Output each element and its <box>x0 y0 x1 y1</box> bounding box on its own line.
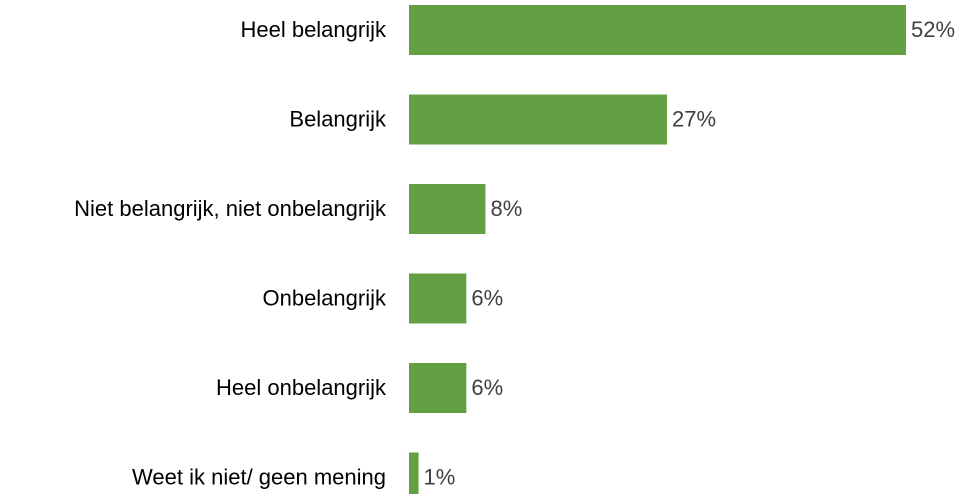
category-label: Belangrijk <box>289 106 387 131</box>
category-label: Heel onbelangrijk <box>216 375 387 400</box>
value-label: 8% <box>490 196 522 221</box>
bar <box>409 363 467 413</box>
bar <box>409 452 419 494</box>
bar <box>409 184 486 234</box>
category-label: Weet ik niet/ geen mening <box>132 464 386 489</box>
category-label: Niet belangrijk, niet onbelangrijk <box>74 196 387 221</box>
value-label: 6% <box>471 375 503 400</box>
bar <box>409 94 668 145</box>
value-label: 27% <box>672 106 716 131</box>
value-label: 6% <box>471 285 503 310</box>
bar <box>409 273 467 324</box>
value-label: 1% <box>424 464 456 489</box>
value-label: 52% <box>911 17 955 42</box>
category-label: Onbelangrijk <box>262 285 387 310</box>
bar <box>409 5 906 55</box>
category-label: Heel belangrijk <box>240 17 387 42</box>
